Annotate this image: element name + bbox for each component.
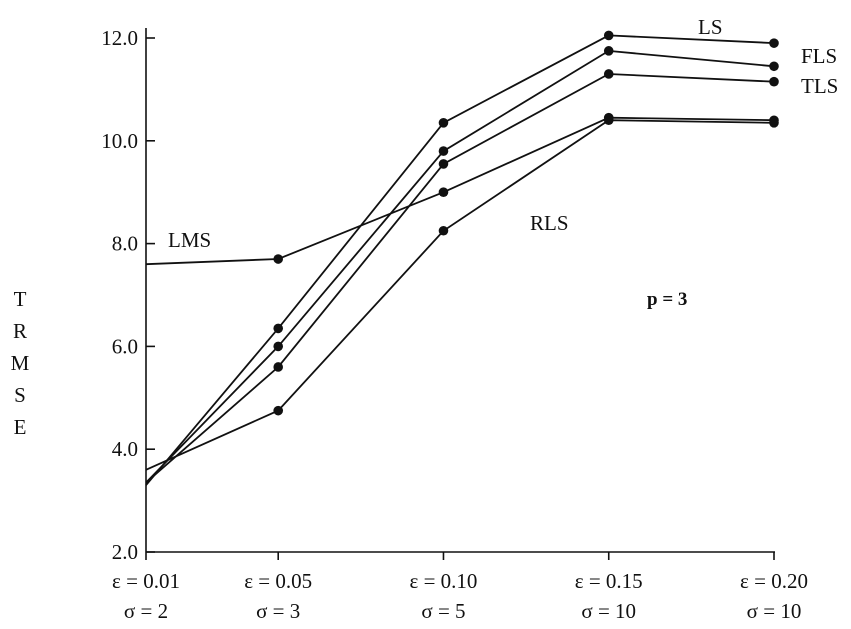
- data-point-fls: [769, 61, 779, 72]
- data-point-fls: [603, 46, 614, 56]
- data-point-lms: [603, 112, 614, 123]
- data-point-tls: [273, 362, 284, 372]
- data-point-tls: [438, 159, 449, 169]
- series-label-rls: RLS: [530, 211, 569, 235]
- series-label-fls: FLS: [801, 44, 837, 68]
- series-line-fls: [145, 49, 775, 484]
- data-point-ls: [438, 118, 449, 128]
- data-point-ls: [603, 30, 614, 41]
- series-labels: LS FLS TLS RLS LMS: [168, 15, 838, 252]
- y-tick-label: 12.0: [101, 26, 138, 50]
- data-point-rls: [438, 225, 449, 236]
- y-tick-label: 6.0: [112, 334, 138, 358]
- y-axis-label-letter: T: [14, 287, 27, 311]
- y-tick-label: 2.0: [112, 540, 138, 564]
- x-tick-label-eps: ε = 0.10: [410, 569, 478, 593]
- data-point-lms: [438, 187, 449, 197]
- data-point-lms: [769, 115, 779, 126]
- x-tick-label-sigma: σ = 5: [421, 599, 465, 623]
- data-point-tls: [769, 76, 779, 87]
- data-point-fls: [438, 146, 449, 156]
- data-point-fls: [273, 341, 284, 352]
- y-axis-label-letter: E: [14, 415, 27, 439]
- x-tick-label-sigma: σ = 10: [747, 599, 802, 623]
- data-points: [273, 30, 779, 416]
- x-tick-label-sigma: σ = 2: [124, 599, 168, 623]
- data-point-rls: [273, 405, 284, 416]
- x-tick-label-eps: ε = 0.15: [575, 569, 643, 593]
- x-tick-label-eps: ε = 0.01: [112, 569, 180, 593]
- series-label-tls: TLS: [801, 74, 838, 98]
- axes: [145, 28, 775, 553]
- y-tick-label: 10.0: [101, 129, 138, 153]
- y-axis-label-letter: S: [14, 383, 26, 407]
- series-label-lms: LMS: [168, 228, 211, 252]
- x-tick-label-eps: ε = 0.05: [244, 569, 312, 593]
- data-point-lms: [273, 254, 284, 264]
- y-axis-label-letter: M: [11, 351, 30, 375]
- x-tick-label-sigma: σ = 10: [581, 599, 636, 623]
- series-lines: [145, 34, 775, 486]
- data-point-tls: [603, 69, 614, 79]
- x-tick-label-sigma: σ = 3: [256, 599, 300, 623]
- series-line-tls: [145, 73, 775, 484]
- y-axis-label-letter: R: [13, 319, 27, 343]
- y-tick-label: 4.0: [112, 437, 138, 461]
- x-tick-label-eps: ε = 0.20: [740, 569, 808, 593]
- data-point-ls: [273, 323, 284, 334]
- series-line-lms: [145, 116, 775, 266]
- data-point-ls: [769, 38, 779, 48]
- y-tick-label: 8.0: [112, 232, 138, 256]
- y-ticks: 2.0 4.0 6.0 8.0 10.0 12.0: [101, 26, 155, 564]
- x-ticks: ε = 0.01 σ = 2 ε = 0.05 σ = 3 ε = 0.10 σ = 5 ε…: [112, 552, 808, 623]
- series-label-ls: LS: [698, 15, 723, 39]
- annotation-p: p = 3: [647, 289, 687, 310]
